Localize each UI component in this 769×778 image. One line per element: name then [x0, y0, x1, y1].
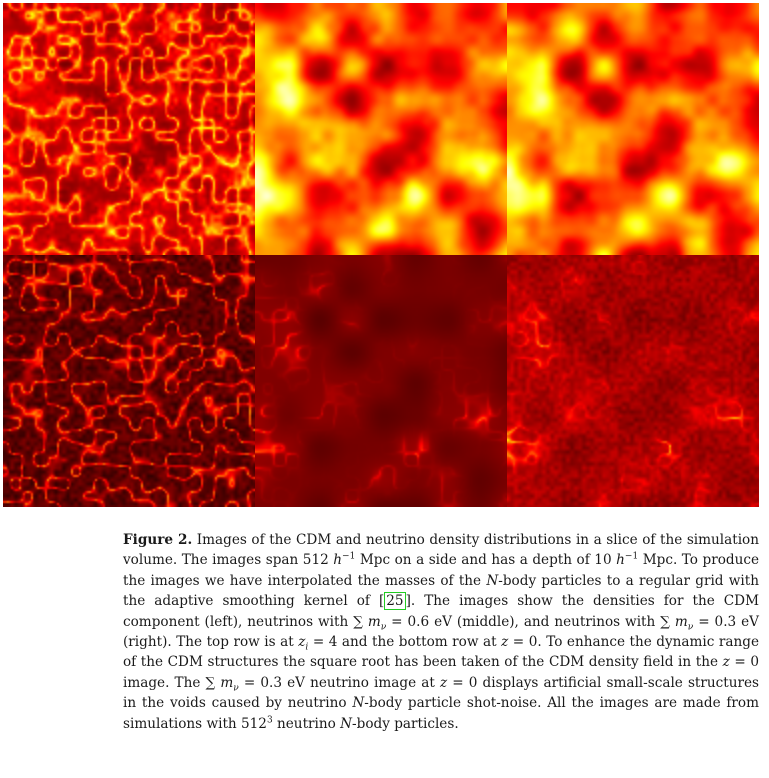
- caption-math: ∑: [205, 674, 216, 691]
- caption-math: z: [722, 654, 730, 671]
- caption-math: −1: [342, 551, 356, 562]
- caption-math: h: [616, 552, 625, 569]
- caption-math: z: [298, 634, 306, 651]
- caption-text: = 0 displays artificial small-scale stru…: [123, 674, 759, 712]
- caption-text: -body particles.: [352, 715, 459, 732]
- density-map-nu03-z0: [507, 255, 759, 507]
- panel-cdm-z4: [3, 3, 255, 255]
- caption-text: = 0.3 eV (right). The top row is at: [123, 613, 759, 651]
- caption-math: N: [486, 572, 499, 589]
- caption-math: 10: [594, 552, 612, 569]
- caption-math: i: [305, 642, 309, 653]
- caption-math: 512: [302, 552, 329, 569]
- panel-nu06-z4: [255, 3, 507, 255]
- caption-text: Mpc on a side and has a depth of: [355, 552, 595, 569]
- caption-math: m: [674, 613, 688, 630]
- caption-math: −1: [624, 551, 639, 562]
- caption-text: = 0. To enhance the dynamic range of the…: [123, 634, 760, 671]
- caption-math: 3: [266, 715, 273, 726]
- panel-nu06-z0: [255, 255, 507, 507]
- caption-text: Images of the CDM and neutrino density d…: [123, 532, 759, 569]
- caption-math: m: [367, 613, 381, 630]
- figure-image-grid: [3, 3, 759, 507]
- caption-text: = 0.3 eV neutrino image at: [238, 674, 440, 691]
- caption-text: = 4 and the bottom row at: [308, 634, 502, 651]
- figure-caption: Figure 2. Images of the CDM and neutrino…: [123, 532, 760, 732]
- caption-text: Mpc. To produce the images we have inter…: [123, 552, 760, 589]
- caption-math: z: [501, 634, 509, 651]
- caption-text: . The images show the densities for the …: [123, 593, 759, 630]
- caption-math: ∑: [660, 613, 670, 630]
- caption-math: ∑: [353, 613, 363, 630]
- caption-math: z: [439, 674, 448, 691]
- caption-math: m: [220, 674, 234, 691]
- density-map-nu06-z0: [255, 255, 507, 507]
- caption-text: neutrino: [272, 715, 341, 732]
- figure-label: Figure 2.: [123, 532, 193, 548]
- density-map-nu06-z4: [255, 3, 507, 255]
- caption-text: -body particle shot-noise. All the image…: [123, 695, 760, 732]
- caption-math: h: [333, 552, 343, 569]
- density-map-cdm-z0: [3, 255, 255, 507]
- panel-cdm-z0: [3, 255, 255, 507]
- caption-math: N: [352, 695, 365, 712]
- panel-nu03-z0: [507, 255, 759, 507]
- caption-math: N: [340, 715, 353, 732]
- caption-math: 512: [241, 715, 267, 732]
- citation-link[interactable]: 25: [384, 592, 406, 611]
- caption-text: -body particles to a regular grid with t…: [123, 572, 759, 610]
- caption-text: = 0.6 eV (middle), and neutrinos with: [386, 613, 661, 630]
- panel-nu03-z4: [507, 3, 759, 255]
- caption-text: = 0 image. The: [123, 654, 759, 691]
- caption-math: ν: [687, 622, 694, 633]
- density-map-cdm-z4: [3, 3, 255, 255]
- density-map-nu03-z4: [507, 3, 759, 255]
- caption-math: ν: [380, 622, 387, 633]
- caption-math: ν: [233, 683, 239, 694]
